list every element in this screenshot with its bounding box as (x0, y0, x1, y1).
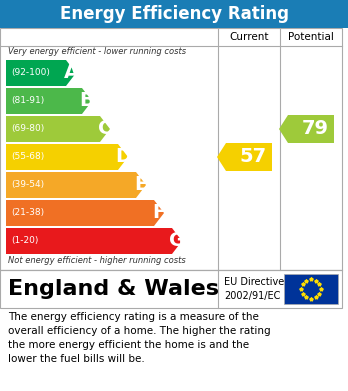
Polygon shape (279, 115, 334, 143)
Polygon shape (6, 60, 76, 86)
Polygon shape (6, 228, 182, 254)
Text: A: A (63, 63, 79, 83)
Polygon shape (6, 172, 146, 198)
Polygon shape (6, 116, 110, 142)
Text: Potential: Potential (288, 32, 334, 42)
Text: EU Directive
2002/91/EC: EU Directive 2002/91/EC (224, 277, 284, 301)
Text: The energy efficiency rating is a measure of the
overall efficiency of a home. T: The energy efficiency rating is a measur… (8, 312, 271, 364)
Text: E: E (134, 176, 148, 194)
Text: Current: Current (229, 32, 269, 42)
Text: (1-20): (1-20) (11, 237, 38, 246)
Polygon shape (217, 143, 272, 171)
Text: (55-68): (55-68) (11, 152, 44, 161)
Text: (81-91): (81-91) (11, 97, 44, 106)
Text: Very energy efficient - lower running costs: Very energy efficient - lower running co… (8, 47, 186, 56)
FancyBboxPatch shape (284, 274, 338, 304)
Text: England & Wales: England & Wales (8, 279, 219, 299)
Text: (39-54): (39-54) (11, 181, 44, 190)
Text: B: B (80, 91, 94, 111)
Text: D: D (115, 147, 131, 167)
Polygon shape (6, 200, 164, 226)
Text: 57: 57 (239, 147, 267, 167)
Text: (21-38): (21-38) (11, 208, 44, 217)
FancyBboxPatch shape (0, 28, 342, 270)
FancyBboxPatch shape (0, 270, 342, 308)
Text: Not energy efficient - higher running costs: Not energy efficient - higher running co… (8, 256, 186, 265)
Polygon shape (6, 88, 92, 114)
Text: F: F (152, 203, 166, 222)
FancyBboxPatch shape (0, 0, 348, 28)
Text: C: C (98, 120, 112, 138)
Text: (92-100): (92-100) (11, 68, 50, 77)
Text: 79: 79 (301, 120, 329, 138)
Text: G: G (169, 231, 185, 251)
Polygon shape (6, 144, 128, 170)
Text: Energy Efficiency Rating: Energy Efficiency Rating (60, 5, 288, 23)
Text: (69-80): (69-80) (11, 124, 44, 133)
